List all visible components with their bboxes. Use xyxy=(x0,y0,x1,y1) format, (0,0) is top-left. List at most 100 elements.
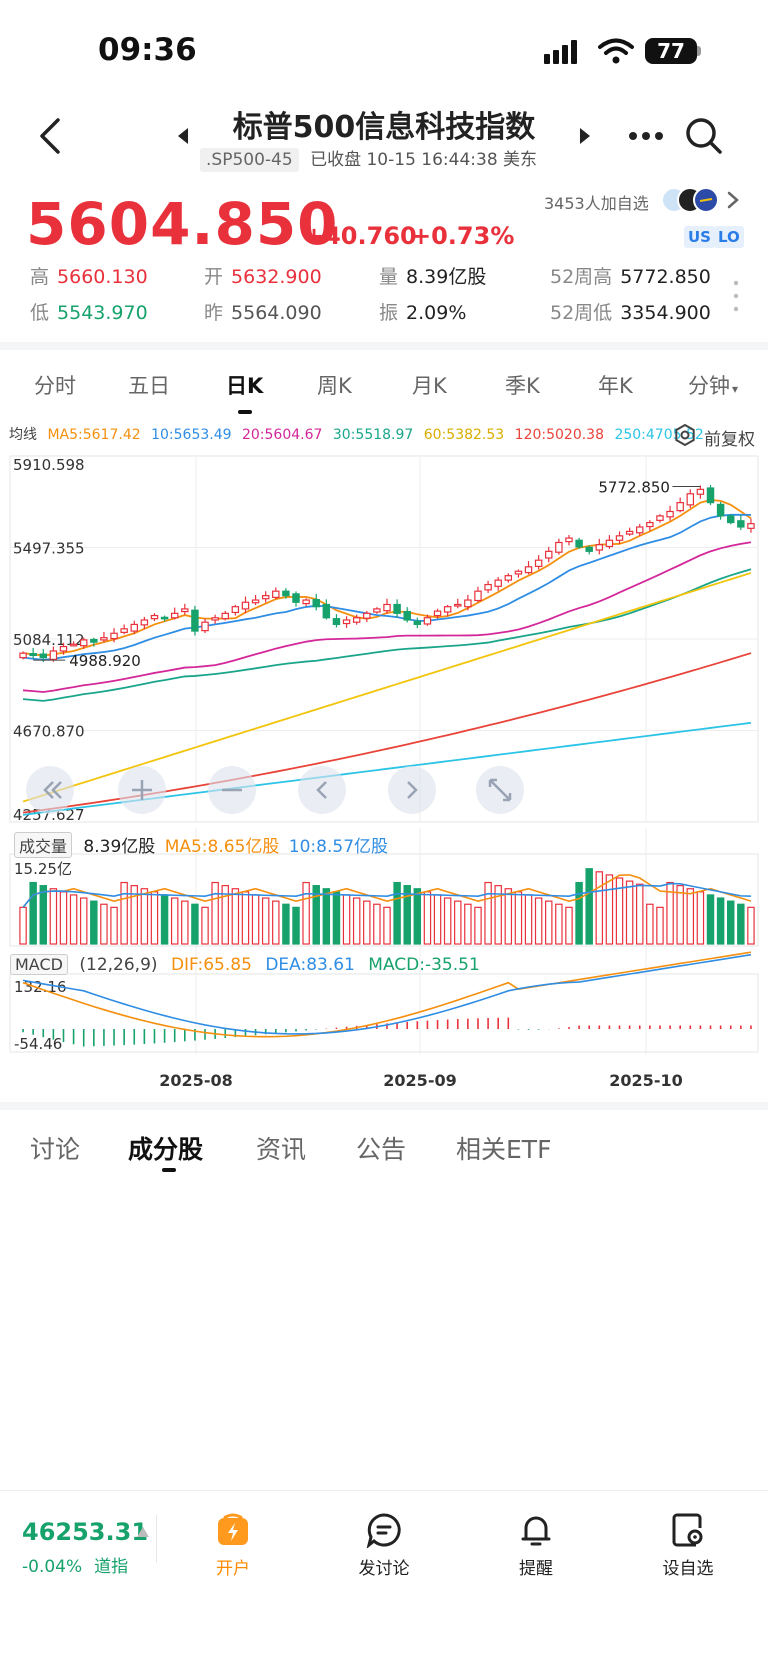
candle-body xyxy=(130,623,138,632)
candle-body xyxy=(737,520,745,528)
tab-timeshare[interactable]: 分时 xyxy=(34,374,76,398)
expand-icon xyxy=(488,778,512,802)
tab-daily-k[interactable]: 日K xyxy=(226,374,264,398)
add-watchlist-button[interactable]: 设自选 xyxy=(638,1512,738,1579)
candle-body xyxy=(585,546,593,552)
y-tick-label: 4257.627 xyxy=(13,806,85,824)
chevron-right-icon[interactable] xyxy=(726,190,740,210)
zoom-in-button[interactable] xyxy=(118,766,166,814)
volume-bar xyxy=(342,894,351,945)
candle-body xyxy=(716,503,725,517)
candle-body xyxy=(403,610,411,621)
volume-bar xyxy=(423,891,432,945)
search-icon[interactable] xyxy=(684,116,724,156)
volume-panel-frame xyxy=(9,853,759,947)
candle-body xyxy=(504,575,513,581)
candle-body xyxy=(322,603,331,619)
candle-body xyxy=(676,502,684,512)
settings-icon[interactable] xyxy=(674,424,696,446)
volume-bar xyxy=(170,897,179,945)
last-price: 5604.850 xyxy=(26,190,339,258)
candle-body xyxy=(29,653,37,657)
volume-bar xyxy=(625,880,634,945)
candle-body xyxy=(221,612,229,620)
x-tick-label: 2025-08 xyxy=(159,1071,232,1088)
wifi-icon xyxy=(598,38,634,64)
volume-bar xyxy=(636,883,644,945)
prev-index-icon[interactable] xyxy=(176,128,190,144)
candle-body xyxy=(575,539,583,548)
stat-prev-close: 昨 5564.090 xyxy=(204,302,322,324)
volume-bar xyxy=(524,894,533,945)
y-tick-label: 5084.112 xyxy=(13,631,85,649)
volume-bar xyxy=(747,906,755,945)
candle-body xyxy=(261,595,270,600)
adjust-mode[interactable]: 前复权 xyxy=(704,430,755,450)
back-icon[interactable] xyxy=(36,116,64,156)
candle-body xyxy=(565,537,573,543)
tab-news[interactable]: 资讯 xyxy=(256,1135,307,1164)
expand-stats-icon[interactable] xyxy=(732,278,740,318)
volume-bar xyxy=(19,906,27,945)
bottom-bar xyxy=(0,1490,768,1666)
candle-body xyxy=(484,583,492,591)
candle-body xyxy=(251,599,260,604)
dow-index-value[interactable]: 46253.31 xyxy=(22,1518,149,1546)
alert-button[interactable]: 提醒 xyxy=(486,1512,586,1579)
volume-bar xyxy=(312,885,320,945)
ma60-line xyxy=(22,572,752,803)
volume-bar xyxy=(181,900,189,945)
volume-bar xyxy=(221,885,229,945)
candle-body xyxy=(302,599,310,605)
post-discussion-button[interactable]: 发讨论 xyxy=(334,1512,434,1579)
volume-bar xyxy=(90,900,98,945)
tag-us: US xyxy=(684,226,715,248)
candle-body xyxy=(656,515,664,521)
active-tab-indicator xyxy=(238,410,252,414)
tab-5day[interactable]: 五日 xyxy=(128,374,170,398)
volume-bar xyxy=(49,888,58,945)
dea-line xyxy=(22,953,752,1035)
candle-body xyxy=(282,590,290,597)
zoom-out-button[interactable] xyxy=(208,766,256,814)
y-tick-label: 4670.870 xyxy=(13,722,85,740)
volume-bar xyxy=(191,903,199,945)
subtitle: .SP500-45 已收盘 10-15 16:44:38 美东 xyxy=(200,145,537,172)
tab-constituents[interactable]: 成分股 xyxy=(128,1135,204,1164)
candle-body xyxy=(241,601,250,610)
candle-body xyxy=(686,493,695,506)
tab-weekly-k[interactable]: 周K xyxy=(317,374,352,398)
volume-bar xyxy=(565,906,573,945)
scroll-left-button[interactable] xyxy=(298,766,346,814)
tab-quarterly-k[interactable]: 季K xyxy=(505,374,540,398)
next-index-icon[interactable] xyxy=(578,128,592,144)
volume-legend: 成交量 8.39亿股 MA5:8.65亿股 10:8.57亿股 xyxy=(14,832,388,858)
candle-body xyxy=(181,608,189,613)
fullscreen-button[interactable] xyxy=(476,766,524,814)
candle-body xyxy=(211,617,219,621)
rewind-button[interactable] xyxy=(26,766,74,814)
bell-icon xyxy=(521,1516,551,1546)
kline-chart[interactable]: 5910.598 5497.355 5084.112 4670.870 4257.627… xyxy=(0,448,768,1088)
candle-body xyxy=(524,566,533,574)
tab-related-etf[interactable]: 相关ETF xyxy=(456,1135,552,1164)
open-account-button[interactable]: 开户 xyxy=(183,1512,283,1579)
tab-announcements[interactable]: 公告 xyxy=(356,1135,407,1164)
volume-bar xyxy=(39,885,48,945)
candle-body xyxy=(423,617,432,625)
volume-bar xyxy=(646,903,654,945)
more-icon[interactable] xyxy=(628,126,664,146)
macd-legend: MACD (12,26,9) DIF:65.85 DEA:83.61 MACD:… xyxy=(10,954,480,975)
low-marker-label: 4988.920 xyxy=(69,652,141,670)
candle-body xyxy=(201,621,209,632)
candle-body xyxy=(49,650,58,660)
tab-discussion[interactable]: 讨论 xyxy=(30,1135,81,1164)
ma5-line xyxy=(22,499,752,657)
tab-minute[interactable]: 分钟 ▾ xyxy=(688,374,739,398)
tab-yearly-k[interactable]: 年K xyxy=(598,374,633,398)
macd-min-label: -54.46 xyxy=(14,1035,62,1053)
volume-bar xyxy=(29,881,37,945)
tab-monthly-k[interactable]: 月K xyxy=(412,374,447,398)
scroll-right-button[interactable] xyxy=(388,766,436,814)
dif-line xyxy=(22,951,752,1038)
